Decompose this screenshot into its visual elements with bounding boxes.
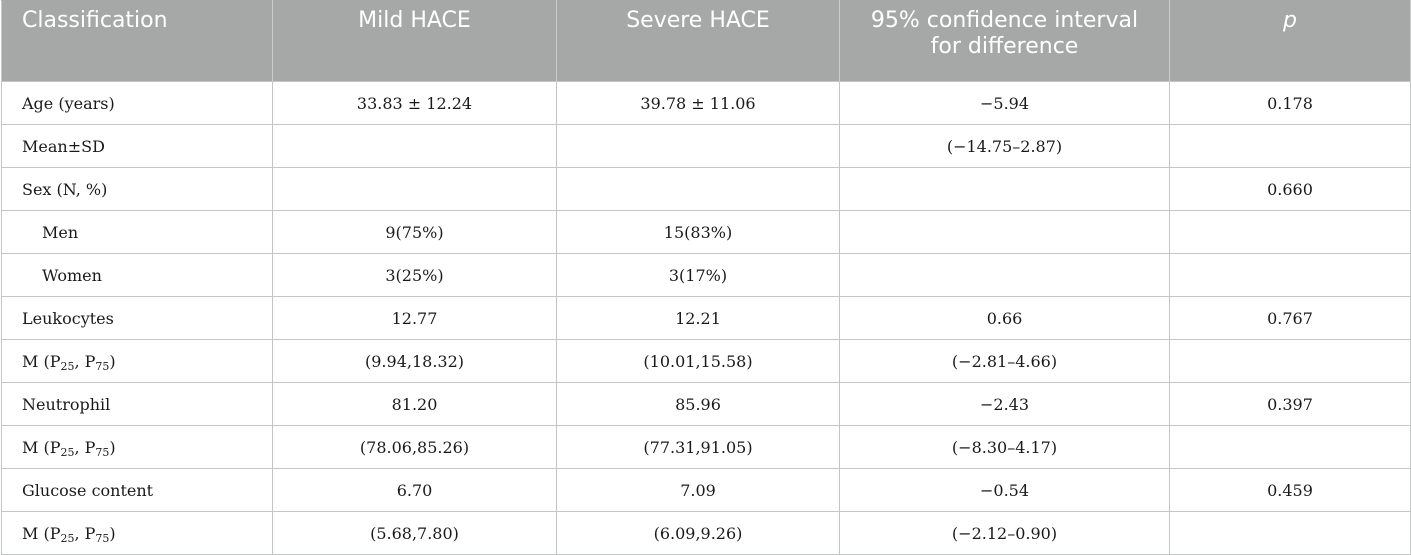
row-label: M (P25, P75) xyxy=(1,511,273,555)
p-cell xyxy=(1169,124,1411,168)
label-subscript: 75 xyxy=(95,531,110,545)
mild-cell: 9(75%) xyxy=(272,210,557,254)
label-text: , P xyxy=(74,523,96,543)
severe-cell: 12.21 xyxy=(556,296,840,340)
label-text: M (P xyxy=(22,437,61,457)
row-label: Men xyxy=(1,210,273,254)
p-cell xyxy=(1169,253,1411,297)
table-row: Mean±SD (−14.75–2.87) xyxy=(1,124,1411,168)
table-row: Neutrophil 81.20 85.96 −2.43 0.397 xyxy=(1,382,1411,426)
label-text: ) xyxy=(109,351,116,371)
mild-cell: (9.94,18.32) xyxy=(272,339,557,383)
p-cell xyxy=(1169,425,1411,469)
table-row: M (P25, P75) (9.94,18.32) (10.01,15.58) … xyxy=(1,339,1411,383)
header-p-value: p xyxy=(1169,0,1411,82)
header-classification: Classification xyxy=(1,0,273,82)
ci-cell: (−8.30–4.17) xyxy=(839,425,1170,469)
row-label: Glucose content xyxy=(1,468,273,512)
severe-cell: 15(83%) xyxy=(556,210,840,254)
header-confidence-interval: 95% confidence interval for difference xyxy=(839,0,1170,82)
ci-cell: −0.54 xyxy=(839,468,1170,512)
severe-cell: 39.78 ± 11.06 xyxy=(556,81,840,125)
label-text: M (P xyxy=(22,523,61,543)
severe-cell: 7.09 xyxy=(556,468,840,512)
label-subscript: 25 xyxy=(60,531,75,545)
ci-cell: 0.66 xyxy=(839,296,1170,340)
severe-cell: 85.96 xyxy=(556,382,840,426)
mild-cell xyxy=(272,167,557,211)
mild-cell: 6.70 xyxy=(272,468,557,512)
label-text: M (P xyxy=(22,351,61,371)
ci-cell: −5.94 xyxy=(839,81,1170,125)
severe-cell xyxy=(556,124,840,168)
table-row: Glucose content 6.70 7.09 −0.54 0.459 xyxy=(1,468,1411,512)
table-row: Age (years) 33.83 ± 12.24 39.78 ± 11.06 … xyxy=(1,81,1411,125)
severe-cell: 3(17%) xyxy=(556,253,840,297)
table-row: Sex (N, %) 0.660 xyxy=(1,167,1411,211)
ci-cell xyxy=(839,210,1170,254)
table-row: Leukocytes 12.77 12.21 0.66 0.767 xyxy=(1,296,1411,340)
mild-cell: 33.83 ± 12.24 xyxy=(272,81,557,125)
row-label: Women xyxy=(1,253,273,297)
p-cell xyxy=(1169,339,1411,383)
row-label: M (P25, P75) xyxy=(1,339,273,383)
table-row: Women 3(25%) 3(17%) xyxy=(1,253,1411,297)
row-label: Mean±SD xyxy=(1,124,273,168)
p-cell xyxy=(1169,210,1411,254)
row-label: Neutrophil xyxy=(1,382,273,426)
row-label: Sex (N, %) xyxy=(1,167,273,211)
label-text: , P xyxy=(74,437,96,457)
label-text: ) xyxy=(109,523,116,543)
mild-cell: (5.68,7.80) xyxy=(272,511,557,555)
p-cell: 0.459 xyxy=(1169,468,1411,512)
p-cell: 0.767 xyxy=(1169,296,1411,340)
p-cell: 0.397 xyxy=(1169,382,1411,426)
ci-cell: (−2.12–0.90) xyxy=(839,511,1170,555)
mild-cell: 12.77 xyxy=(272,296,557,340)
p-cell xyxy=(1169,511,1411,555)
row-label: Leukocytes xyxy=(1,296,273,340)
severe-cell xyxy=(556,167,840,211)
mild-cell: 3(25%) xyxy=(272,253,557,297)
mild-cell xyxy=(272,124,557,168)
label-text: , P xyxy=(74,351,96,371)
ci-cell xyxy=(839,167,1170,211)
severe-cell: (77.31,91.05) xyxy=(556,425,840,469)
mild-cell: 81.20 xyxy=(272,382,557,426)
ci-cell xyxy=(839,253,1170,297)
p-cell: 0.660 xyxy=(1169,167,1411,211)
label-subscript: 25 xyxy=(60,359,75,373)
label-subscript: 75 xyxy=(95,359,110,373)
label-subscript: 75 xyxy=(95,445,110,459)
severe-cell: (6.09,9.26) xyxy=(556,511,840,555)
ci-cell: −2.43 xyxy=(839,382,1170,426)
table-header-row: Classification Mild HACE Severe HACE 95%… xyxy=(1,0,1411,82)
ci-cell: (−14.75–2.87) xyxy=(839,124,1170,168)
label-text: ) xyxy=(109,437,116,457)
p-cell: 0.178 xyxy=(1169,81,1411,125)
table-row: Men 9(75%) 15(83%) xyxy=(1,210,1411,254)
row-label: M (P25, P75) xyxy=(1,425,273,469)
ci-cell: (−2.81–4.66) xyxy=(839,339,1170,383)
severe-cell: (10.01,15.58) xyxy=(556,339,840,383)
label-subscript: 25 xyxy=(60,445,75,459)
row-label: Age (years) xyxy=(1,81,273,125)
header-mild-hace: Mild HACE xyxy=(272,0,557,82)
header-severe-hace: Severe HACE xyxy=(556,0,840,82)
mild-cell: (78.06,85.26) xyxy=(272,425,557,469)
table-row: M (P25, P75) (78.06,85.26) (77.31,91.05)… xyxy=(1,425,1411,469)
table-row: M (P25, P75) (5.68,7.80) (6.09,9.26) (−2… xyxy=(1,511,1411,555)
